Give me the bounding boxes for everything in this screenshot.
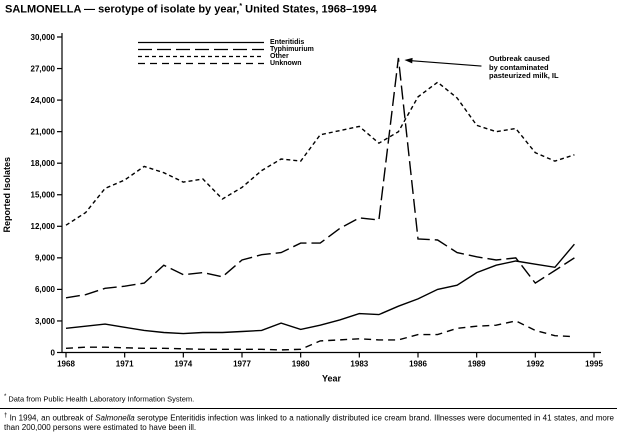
series-line-other (65, 81, 575, 226)
annotation-line-1: Outbreak caused (489, 54, 550, 63)
footnote-marker-asterisk: * (4, 394, 7, 400)
figure-title-text: SALMONELLA — serotype of isolate by year… (5, 3, 240, 16)
y-axis-label: Reported Isolates (2, 157, 12, 233)
legend-label: Other (270, 53, 289, 60)
x-tick-label: 1995 (585, 360, 603, 369)
x-tick-label: 1989 (468, 360, 486, 369)
annotation-arrow-line (409, 59, 482, 67)
legend-label: Typhimurium (270, 46, 314, 53)
legend-line-sample-icon (138, 48, 264, 51)
figure-title-text-2: United States, 1968–1994 (242, 3, 377, 16)
annotation-line-3: pasteurized milk, IL (489, 71, 559, 80)
y-tick-label: 12,000 (31, 222, 56, 231)
x-axis-label: Year (322, 374, 342, 384)
legend-label: Unknown (270, 60, 302, 67)
y-tick-label: 30,000 (31, 33, 56, 42)
y-tick-label: 9,000 (35, 254, 56, 263)
legend-item-typhimurium: Typhimurium (137, 46, 314, 53)
title-footnote-marker: * (239, 3, 243, 10)
y-tick-label: 18,000 (31, 159, 56, 168)
footnote-ice-cream-outbreak: † In 1994, an outbreak of Salmonella sero… (4, 412, 614, 433)
x-tick-label: 1983 (350, 360, 368, 369)
footnote-outbreak-text-1: In 1994, an outbreak of (9, 413, 96, 423)
x-tick-label: 1980 (292, 360, 310, 369)
x-tick-label: 1986 (409, 360, 427, 369)
x-tick-label: 1977 (233, 360, 251, 369)
annotation-line-2: by contaminated (489, 62, 549, 72)
x-tick-label: 1992 (526, 360, 544, 369)
legend-line-sample-icon (138, 62, 264, 65)
outbreak-annotation: Outbreak caused by contaminated pasteuri… (489, 54, 559, 81)
series-line-enteritidis (65, 243, 575, 335)
x-tick-label: 1968 (57, 360, 75, 369)
y-tick-label: 0 (51, 348, 56, 357)
figure-title: SALMONELLA — serotype of isolate by year… (5, 3, 605, 16)
footnote-data-source-text: Data from Public Health Laboratory Infor… (8, 394, 195, 404)
y-tick-label: 3,000 (35, 317, 56, 326)
footnote-outbreak-text-2: serotype Enteritidis infection was linke… (4, 413, 614, 433)
y-tick-label: 6,000 (35, 285, 56, 294)
legend-line-sample-icon (138, 41, 264, 44)
y-tick-label: 27,000 (31, 64, 56, 73)
series-line-typhimurium (65, 57, 575, 299)
legend-line-sample-icon (138, 55, 264, 58)
footnote-salmonella-italic: Salmonella (95, 413, 135, 423)
chart-legend: Enteritidis Typhimurium Other Unknown (137, 39, 314, 67)
x-tick-label: 1974 (174, 360, 192, 369)
footnote-data-source: * Data from Public Health Laboratory Info… (4, 394, 194, 404)
y-tick-label: 21,000 (31, 127, 56, 136)
footnote-divider (0, 408, 617, 409)
annotation-arrowhead-icon (404, 57, 413, 64)
legend-item-enteritidis: Enteritidis (137, 39, 314, 46)
series-line-unknown (65, 320, 575, 351)
x-tick-label: 1971 (116, 360, 134, 369)
y-tick-label: 24,000 (31, 96, 56, 105)
legend-item-unknown: Unknown (137, 60, 314, 67)
line-chart: 0 3,000 6,000 9,000 12,000 15,000 18,000 21,000… (2, 33, 603, 384)
footnote-marker-dagger: † (4, 413, 8, 419)
legend-label: Enteritidis (270, 39, 305, 46)
legend-item-other: Other (137, 53, 314, 60)
y-tick-label: 15,000 (31, 191, 56, 200)
